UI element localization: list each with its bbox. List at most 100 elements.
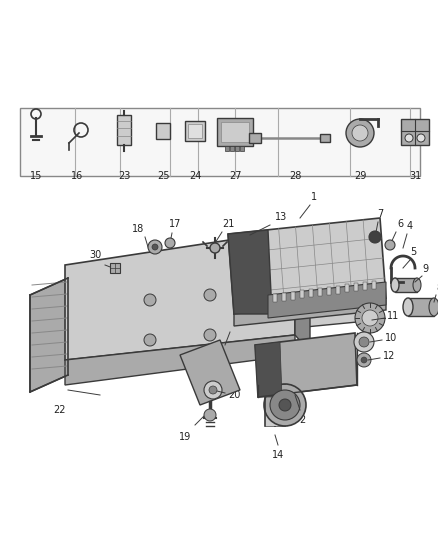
Text: 12: 12 xyxy=(383,351,396,361)
Text: 16: 16 xyxy=(71,171,83,181)
Bar xyxy=(354,283,358,291)
Text: 27: 27 xyxy=(229,171,241,181)
Polygon shape xyxy=(295,230,310,352)
Bar xyxy=(273,294,277,302)
Text: 5: 5 xyxy=(410,247,416,257)
Circle shape xyxy=(144,294,156,306)
Bar xyxy=(188,124,202,138)
Circle shape xyxy=(144,334,156,346)
Circle shape xyxy=(148,240,162,254)
Polygon shape xyxy=(30,278,68,392)
Text: 10: 10 xyxy=(385,333,397,343)
Text: 23: 23 xyxy=(118,171,130,181)
Circle shape xyxy=(357,353,371,367)
Text: 21: 21 xyxy=(222,219,234,229)
Text: 11: 11 xyxy=(387,311,399,321)
Text: 29: 29 xyxy=(354,171,366,181)
Circle shape xyxy=(355,303,385,333)
Ellipse shape xyxy=(413,278,421,292)
Circle shape xyxy=(210,243,220,253)
Bar xyxy=(372,281,376,289)
Polygon shape xyxy=(255,342,282,397)
Circle shape xyxy=(346,119,374,147)
Ellipse shape xyxy=(279,399,291,411)
Bar xyxy=(401,119,429,145)
Bar xyxy=(117,115,131,145)
Text: 25: 25 xyxy=(157,171,169,181)
Text: 22: 22 xyxy=(54,405,66,415)
Bar xyxy=(336,286,340,294)
Text: 30: 30 xyxy=(89,250,101,260)
Polygon shape xyxy=(255,333,357,397)
Text: 17: 17 xyxy=(169,219,181,229)
Circle shape xyxy=(369,231,381,243)
Polygon shape xyxy=(268,282,386,318)
Polygon shape xyxy=(234,298,386,326)
Bar xyxy=(185,121,205,141)
Text: 13: 13 xyxy=(275,212,287,222)
Circle shape xyxy=(385,240,395,250)
Bar xyxy=(395,278,417,292)
Bar xyxy=(230,146,234,151)
Text: 24: 24 xyxy=(189,171,201,181)
Bar xyxy=(309,289,313,297)
Circle shape xyxy=(352,125,368,141)
Circle shape xyxy=(354,332,374,352)
Text: 20: 20 xyxy=(228,390,240,400)
Circle shape xyxy=(204,381,222,399)
Ellipse shape xyxy=(270,390,300,420)
Ellipse shape xyxy=(264,384,306,426)
Circle shape xyxy=(152,244,158,250)
Bar xyxy=(225,146,229,151)
Text: 6: 6 xyxy=(397,219,403,229)
Circle shape xyxy=(417,134,425,142)
Text: 18: 18 xyxy=(132,224,144,234)
Polygon shape xyxy=(180,340,240,405)
Text: 7: 7 xyxy=(377,209,383,219)
Text: 3: 3 xyxy=(217,350,223,360)
Polygon shape xyxy=(228,230,272,314)
Bar xyxy=(345,285,349,293)
Bar xyxy=(363,282,367,290)
Text: 2: 2 xyxy=(299,415,305,425)
Bar xyxy=(320,134,330,142)
Text: 15: 15 xyxy=(30,171,42,181)
Ellipse shape xyxy=(429,298,438,316)
Bar xyxy=(235,146,239,151)
Circle shape xyxy=(362,310,378,326)
Circle shape xyxy=(209,386,217,394)
Circle shape xyxy=(361,357,367,363)
Text: 8: 8 xyxy=(436,283,438,293)
Circle shape xyxy=(165,238,175,248)
Ellipse shape xyxy=(403,298,413,316)
Bar xyxy=(408,298,434,316)
Ellipse shape xyxy=(391,278,399,292)
Text: 14: 14 xyxy=(272,450,284,460)
Bar xyxy=(221,122,249,142)
Bar xyxy=(300,290,304,298)
Bar xyxy=(327,287,331,295)
Text: 4: 4 xyxy=(407,221,413,231)
Bar xyxy=(265,384,285,426)
Bar xyxy=(282,293,286,301)
Bar xyxy=(20,108,420,176)
Text: 19: 19 xyxy=(179,432,191,442)
Polygon shape xyxy=(228,218,386,314)
Text: 28: 28 xyxy=(289,171,301,181)
Bar xyxy=(110,263,120,273)
Bar xyxy=(318,288,322,296)
Bar xyxy=(240,146,244,151)
Circle shape xyxy=(405,134,413,142)
Text: 1: 1 xyxy=(311,192,317,202)
Bar xyxy=(249,133,261,143)
Polygon shape xyxy=(65,335,295,385)
Text: 31: 31 xyxy=(409,171,421,181)
Circle shape xyxy=(204,409,216,421)
Bar xyxy=(217,118,253,146)
Bar xyxy=(291,292,295,300)
Text: 9: 9 xyxy=(422,264,428,274)
Polygon shape xyxy=(218,295,378,335)
Circle shape xyxy=(204,289,216,301)
Circle shape xyxy=(204,329,216,341)
Circle shape xyxy=(359,337,369,347)
